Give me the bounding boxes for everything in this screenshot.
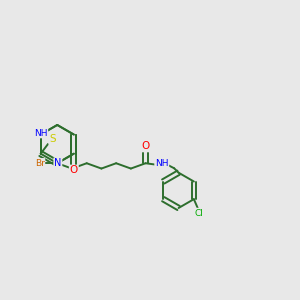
Text: Cl: Cl — [195, 208, 204, 217]
Text: NH: NH — [34, 129, 47, 138]
Text: Br: Br — [34, 159, 44, 168]
Text: O: O — [142, 142, 150, 152]
Text: S: S — [49, 134, 56, 144]
Text: NH: NH — [155, 159, 169, 168]
Text: O: O — [70, 166, 78, 176]
Text: N: N — [54, 158, 61, 168]
